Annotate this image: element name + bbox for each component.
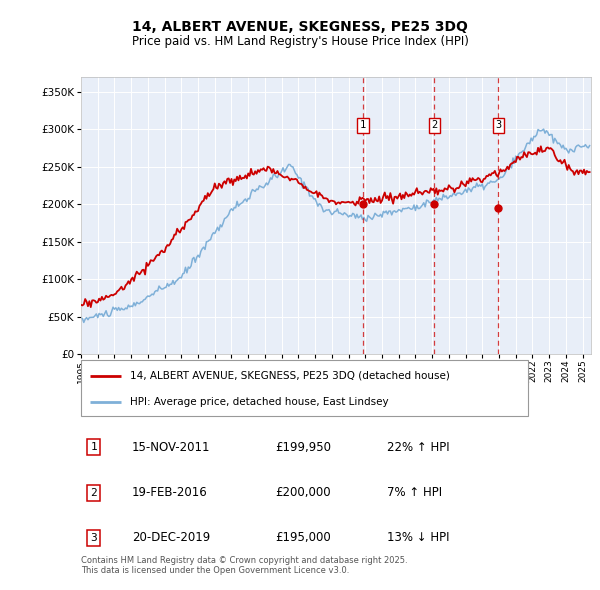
- Text: Price paid vs. HM Land Registry's House Price Index (HPI): Price paid vs. HM Land Registry's House …: [131, 35, 469, 48]
- Text: £200,000: £200,000: [275, 486, 331, 499]
- Text: 7% ↑ HPI: 7% ↑ HPI: [387, 486, 442, 499]
- Text: 19-FEB-2016: 19-FEB-2016: [132, 486, 208, 499]
- Text: Contains HM Land Registry data © Crown copyright and database right 2025.
This d: Contains HM Land Registry data © Crown c…: [81, 556, 407, 575]
- Text: 14, ALBERT AVENUE, SKEGNESS, PE25 3DQ (detached house): 14, ALBERT AVENUE, SKEGNESS, PE25 3DQ (d…: [130, 371, 450, 381]
- Text: 20-DEC-2019: 20-DEC-2019: [132, 532, 210, 545]
- Text: 1: 1: [91, 442, 97, 453]
- Text: 2: 2: [91, 488, 97, 497]
- Text: £199,950: £199,950: [275, 441, 331, 454]
- Text: 2: 2: [431, 120, 437, 130]
- Text: 15-NOV-2011: 15-NOV-2011: [132, 441, 211, 454]
- Text: 14, ALBERT AVENUE, SKEGNESS, PE25 3DQ: 14, ALBERT AVENUE, SKEGNESS, PE25 3DQ: [132, 19, 468, 34]
- Text: £195,000: £195,000: [275, 532, 331, 545]
- Text: 22% ↑ HPI: 22% ↑ HPI: [387, 441, 449, 454]
- FancyBboxPatch shape: [81, 360, 528, 416]
- Text: 13% ↓ HPI: 13% ↓ HPI: [387, 532, 449, 545]
- Text: 1: 1: [360, 120, 366, 130]
- Text: 3: 3: [91, 533, 97, 543]
- Text: 3: 3: [495, 120, 502, 130]
- Text: HPI: Average price, detached house, East Lindsey: HPI: Average price, detached house, East…: [130, 397, 389, 407]
